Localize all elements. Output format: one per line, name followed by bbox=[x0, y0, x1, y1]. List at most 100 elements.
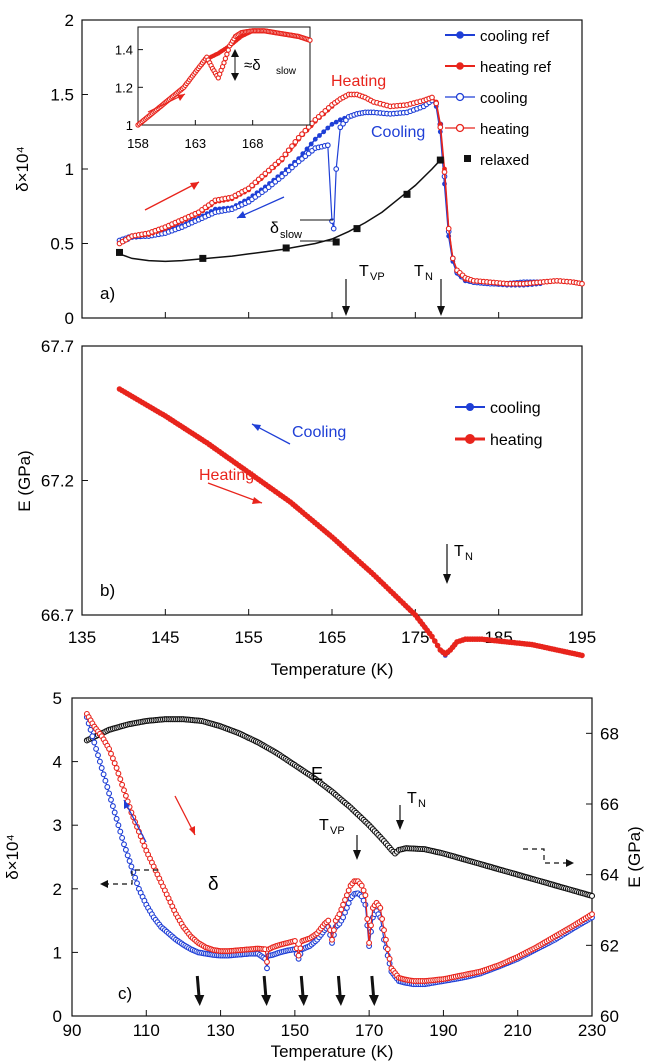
inset-span-arrow-down bbox=[231, 73, 239, 81]
legend-marker-cooling-ref bbox=[456, 31, 464, 39]
c-delta-cooling-point bbox=[264, 965, 270, 972]
heating-point bbox=[445, 225, 452, 232]
legend-marker-relaxed bbox=[464, 155, 471, 162]
relaxed-fit-curve bbox=[119, 159, 441, 263]
legend-label-cooling: cooling bbox=[480, 90, 528, 107]
c-y2-tick-label: 62 bbox=[600, 936, 619, 955]
c-delta-cooling-point bbox=[102, 777, 109, 784]
b-x-tick-label: 175 bbox=[401, 628, 429, 647]
right-axis-indicator-head bbox=[566, 859, 574, 867]
c-y-tick-label: 5 bbox=[53, 689, 62, 708]
cooling-ref-point bbox=[308, 141, 314, 147]
cooling-ref-point bbox=[321, 129, 327, 135]
c-delta-cooling-point bbox=[106, 790, 113, 797]
heating-point bbox=[289, 143, 295, 149]
c-delta-cooling-point bbox=[342, 909, 348, 916]
marked-temperature-arrow-head bbox=[368, 995, 379, 1006]
c-delta-heating-point bbox=[366, 939, 373, 946]
c-delta-cooling-point bbox=[124, 852, 131, 859]
c-delta-heating-point bbox=[106, 745, 113, 752]
legend-item-cooling-ref: cooling ref bbox=[445, 28, 550, 45]
c-delta-heating-point bbox=[111, 760, 118, 767]
marked-temperature-arrow-head bbox=[335, 995, 346, 1006]
annotation-heating-b: Heating bbox=[199, 467, 254, 484]
b-x-tick-label: 135 bbox=[68, 628, 96, 647]
tn-marker-a: T N bbox=[414, 263, 445, 316]
c-delta-heating-point bbox=[264, 958, 270, 965]
c-modulus-line bbox=[86, 718, 593, 897]
cooling-point bbox=[337, 124, 344, 131]
c-delta-cooling-point bbox=[119, 834, 126, 841]
tn-b-label-main: T bbox=[454, 543, 464, 560]
annotation-E: E bbox=[311, 764, 323, 784]
c-delta-cooling-point bbox=[104, 784, 111, 790]
heating-point bbox=[437, 124, 444, 131]
tn-c-arrow-head bbox=[396, 820, 404, 830]
tn-a-arrow-head bbox=[437, 306, 445, 316]
inset-frame bbox=[137, 26, 311, 126]
c-y-tick-label: 4 bbox=[53, 753, 62, 772]
c-delta-heating-point bbox=[377, 904, 384, 911]
inset-heating-point bbox=[221, 60, 227, 66]
legend-b-marker-heating bbox=[465, 434, 475, 444]
y-tick-label: 1 bbox=[65, 160, 74, 179]
c-x-tick-label: 150 bbox=[281, 1021, 309, 1040]
c-delta-heating-point bbox=[379, 916, 386, 922]
inset-heating-point bbox=[224, 51, 230, 57]
panel-a: 0 0.5 1 1.5 2 δ×10⁴ a) Heating Cooling δ slo… bbox=[13, 11, 585, 328]
c-delta-heating-point bbox=[122, 792, 129, 799]
c-delta-cooling-point bbox=[108, 796, 114, 803]
c-delta-cooling-point bbox=[111, 809, 118, 816]
heating-point bbox=[262, 170, 269, 177]
c-delta-heating-point bbox=[386, 955, 393, 962]
cooling-ref-point bbox=[312, 136, 318, 142]
annotation-cooling-b: Cooling bbox=[292, 424, 346, 441]
c-delta-heating-point bbox=[115, 770, 122, 777]
c-x-tick-label: 90 bbox=[63, 1021, 82, 1040]
relaxed-point bbox=[199, 254, 207, 262]
delta-slow-sub: slow bbox=[280, 229, 302, 241]
c-x-tick-label: 110 bbox=[133, 1021, 160, 1040]
b-y-tick-label: 66.7 bbox=[41, 606, 74, 625]
c-delta-heating-point bbox=[108, 750, 114, 757]
cooling-ref-point bbox=[329, 121, 335, 127]
c-x-tick-label: 170 bbox=[355, 1021, 383, 1040]
legend-marker-heating bbox=[455, 123, 465, 133]
inset-y-tick-label: 1 bbox=[126, 118, 133, 133]
c-delta-heating-point bbox=[291, 938, 298, 944]
c-delta-cooling-point bbox=[134, 880, 140, 887]
legend-marker-cooling bbox=[455, 92, 465, 102]
tvp-label-main: T bbox=[359, 263, 369, 280]
legend-item-heating: heating bbox=[445, 121, 529, 138]
heating-point bbox=[299, 131, 305, 137]
c-delta-heating-point bbox=[345, 887, 352, 894]
panel-b-letter: b) bbox=[100, 581, 115, 600]
legend-label-heating: heating bbox=[480, 121, 529, 138]
heating-direction-arrowhead bbox=[190, 182, 199, 190]
b-heating-point bbox=[432, 638, 438, 644]
inset-heating-point bbox=[225, 47, 231, 53]
c-delta-heating-point bbox=[338, 906, 345, 913]
legend-b-label-cooling: cooling bbox=[490, 400, 541, 417]
tn-marker-c: T N bbox=[396, 790, 426, 830]
c-delta-cooling-point bbox=[340, 914, 347, 921]
annotation-heating: Heating bbox=[331, 73, 386, 90]
b-heating-point bbox=[434, 642, 441, 649]
heating-b-arrowhead bbox=[252, 497, 262, 504]
c-delta-cooling-point bbox=[343, 904, 350, 911]
inset-ticks: 1 1.2 1.4 158 163 168 bbox=[115, 43, 264, 151]
legend-label-cooling-ref: cooling ref bbox=[480, 28, 550, 45]
annotation-delta-slow: δ slow bbox=[270, 219, 339, 242]
tvp-arrow-head bbox=[342, 306, 350, 316]
panel-c-letter: c) bbox=[118, 984, 132, 1003]
c-delta-cooling-point bbox=[117, 828, 124, 835]
marked-temperature-arrow-head bbox=[194, 995, 205, 1006]
inset-x-tick-label: 158 bbox=[127, 136, 149, 151]
c-delta-heating-point bbox=[360, 887, 367, 894]
panel-c-data bbox=[83, 710, 596, 988]
c-delta-cooling-point bbox=[345, 900, 352, 907]
cooling-point bbox=[340, 120, 346, 127]
c-delta-heating-point bbox=[119, 781, 126, 788]
